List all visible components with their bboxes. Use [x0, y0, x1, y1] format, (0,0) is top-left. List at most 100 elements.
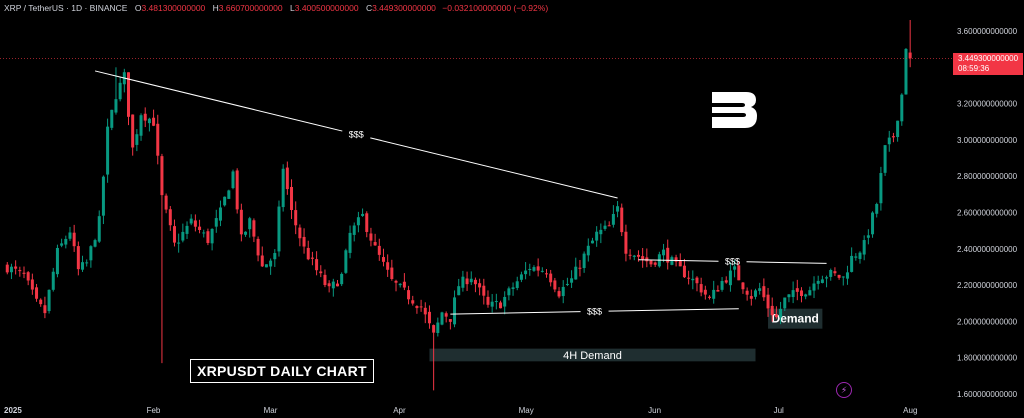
- candle-body: [565, 283, 569, 285]
- low-label: L: [290, 3, 295, 13]
- candle-body: [494, 301, 498, 303]
- lightning-icon[interactable]: ⚡: [836, 382, 852, 398]
- symbol-header: XRP / TetherUS · 1D · BINANCE O3.4813000…: [4, 3, 548, 13]
- symbol-name[interactable]: XRP / TetherUS · 1D · BINANCE: [4, 3, 128, 13]
- candle-body: [670, 257, 674, 265]
- candle-body: [549, 273, 553, 283]
- candle-body: [235, 170, 239, 210]
- candle-body: [611, 213, 615, 225]
- demand-zone: [429, 348, 756, 362]
- candle-body: [733, 266, 737, 270]
- candle-body: [93, 240, 97, 247]
- candle-body: [344, 250, 348, 273]
- candle-body: [202, 232, 206, 234]
- candle-body: [264, 264, 268, 268]
- last-price-tag: 3.449300000000 08:59:36: [953, 53, 1023, 75]
- candle-body: [89, 246, 93, 261]
- candle-body: [436, 322, 440, 333]
- candle-body: [862, 240, 866, 255]
- candle-body: [758, 288, 762, 291]
- candle-body: [812, 283, 816, 291]
- candle-body: [419, 306, 423, 308]
- candle-body: [407, 290, 411, 300]
- candle-body: [599, 229, 603, 235]
- candle-body: [486, 296, 490, 305]
- x-tick-label: May: [519, 406, 534, 415]
- candle-body: [298, 227, 302, 239]
- x-axis: 2025 Feb Mar Apr May Jun Jul Aug: [4, 406, 917, 415]
- x-tick-label: Aug: [903, 406, 917, 415]
- candle-body: [361, 213, 365, 216]
- y-tick-label: 2.400000000000: [957, 245, 1018, 254]
- candle-body: [281, 168, 285, 208]
- candle-body: [260, 255, 264, 267]
- y-tick-label: 1.600000000000: [957, 390, 1018, 399]
- candle-body: [779, 308, 783, 318]
- candle-body: [60, 243, 64, 246]
- y-tick-label: 1.800000000000: [957, 354, 1018, 363]
- candle-body: [306, 247, 310, 260]
- candle-body: [110, 109, 114, 128]
- candle-body: [461, 276, 465, 288]
- candle-body: [319, 271, 323, 274]
- candle-body: [9, 266, 13, 273]
- candle-body: [507, 288, 511, 296]
- candle-body: [574, 266, 578, 280]
- candle-body: [457, 286, 461, 296]
- candle-body: [465, 278, 469, 285]
- candle-body: [662, 249, 666, 256]
- candle-body: [653, 262, 657, 265]
- candle-body: [636, 254, 640, 257]
- candle-body: [327, 283, 331, 287]
- candle-body: [590, 240, 594, 244]
- candle-body: [850, 255, 854, 272]
- bar-countdown: 08:59:36: [958, 64, 990, 73]
- candle-body: [616, 206, 620, 212]
- candle-body: [712, 289, 716, 299]
- y-tick-label: 3.600000000000: [957, 27, 1018, 36]
- candle-body: [147, 118, 151, 124]
- candle-body: [256, 238, 260, 256]
- candle-body: [820, 279, 824, 283]
- x-tick-label: Apr: [393, 406, 406, 415]
- candle-body: [724, 280, 728, 283]
- candle-body: [708, 296, 712, 298]
- candle-body: [5, 264, 9, 273]
- candle-body: [695, 277, 699, 284]
- candle-body: [540, 270, 544, 272]
- candle-body: [837, 274, 841, 278]
- candle-body: [871, 212, 875, 235]
- candle-body: [39, 299, 43, 305]
- candle-body: [340, 273, 344, 285]
- candle-body: [18, 270, 22, 272]
- candle-body: [444, 313, 448, 317]
- candle-body: [845, 272, 849, 279]
- candle-body: [51, 271, 55, 290]
- y-tick-label: 3.000000000000: [957, 136, 1018, 145]
- candle-body: [649, 260, 653, 265]
- candle-body: [127, 72, 130, 117]
- candle-body: [43, 305, 47, 314]
- candle-body: [682, 265, 686, 278]
- y-tick-label: 2.600000000000: [957, 209, 1018, 218]
- candle-body: [603, 225, 607, 229]
- candle-body: [269, 260, 273, 267]
- candle-body: [402, 281, 406, 288]
- candle-body: [804, 294, 808, 297]
- candle-body: [791, 290, 795, 298]
- candle-body: [528, 268, 532, 271]
- candle-body: [135, 134, 139, 145]
- y-tick-label: 3.200000000000: [957, 100, 1018, 109]
- candle-body: [294, 210, 298, 226]
- candle-body: [745, 290, 749, 295]
- candle-body: [193, 220, 197, 227]
- candle-body: [866, 235, 870, 238]
- candle-body: [586, 245, 590, 256]
- x-tick-label: Mar: [264, 406, 278, 415]
- candle-body: [469, 278, 473, 283]
- candle-body: [570, 278, 574, 283]
- candle-body: [323, 274, 327, 286]
- candle-body: [415, 306, 419, 309]
- liquidity-line: [94, 70, 343, 132]
